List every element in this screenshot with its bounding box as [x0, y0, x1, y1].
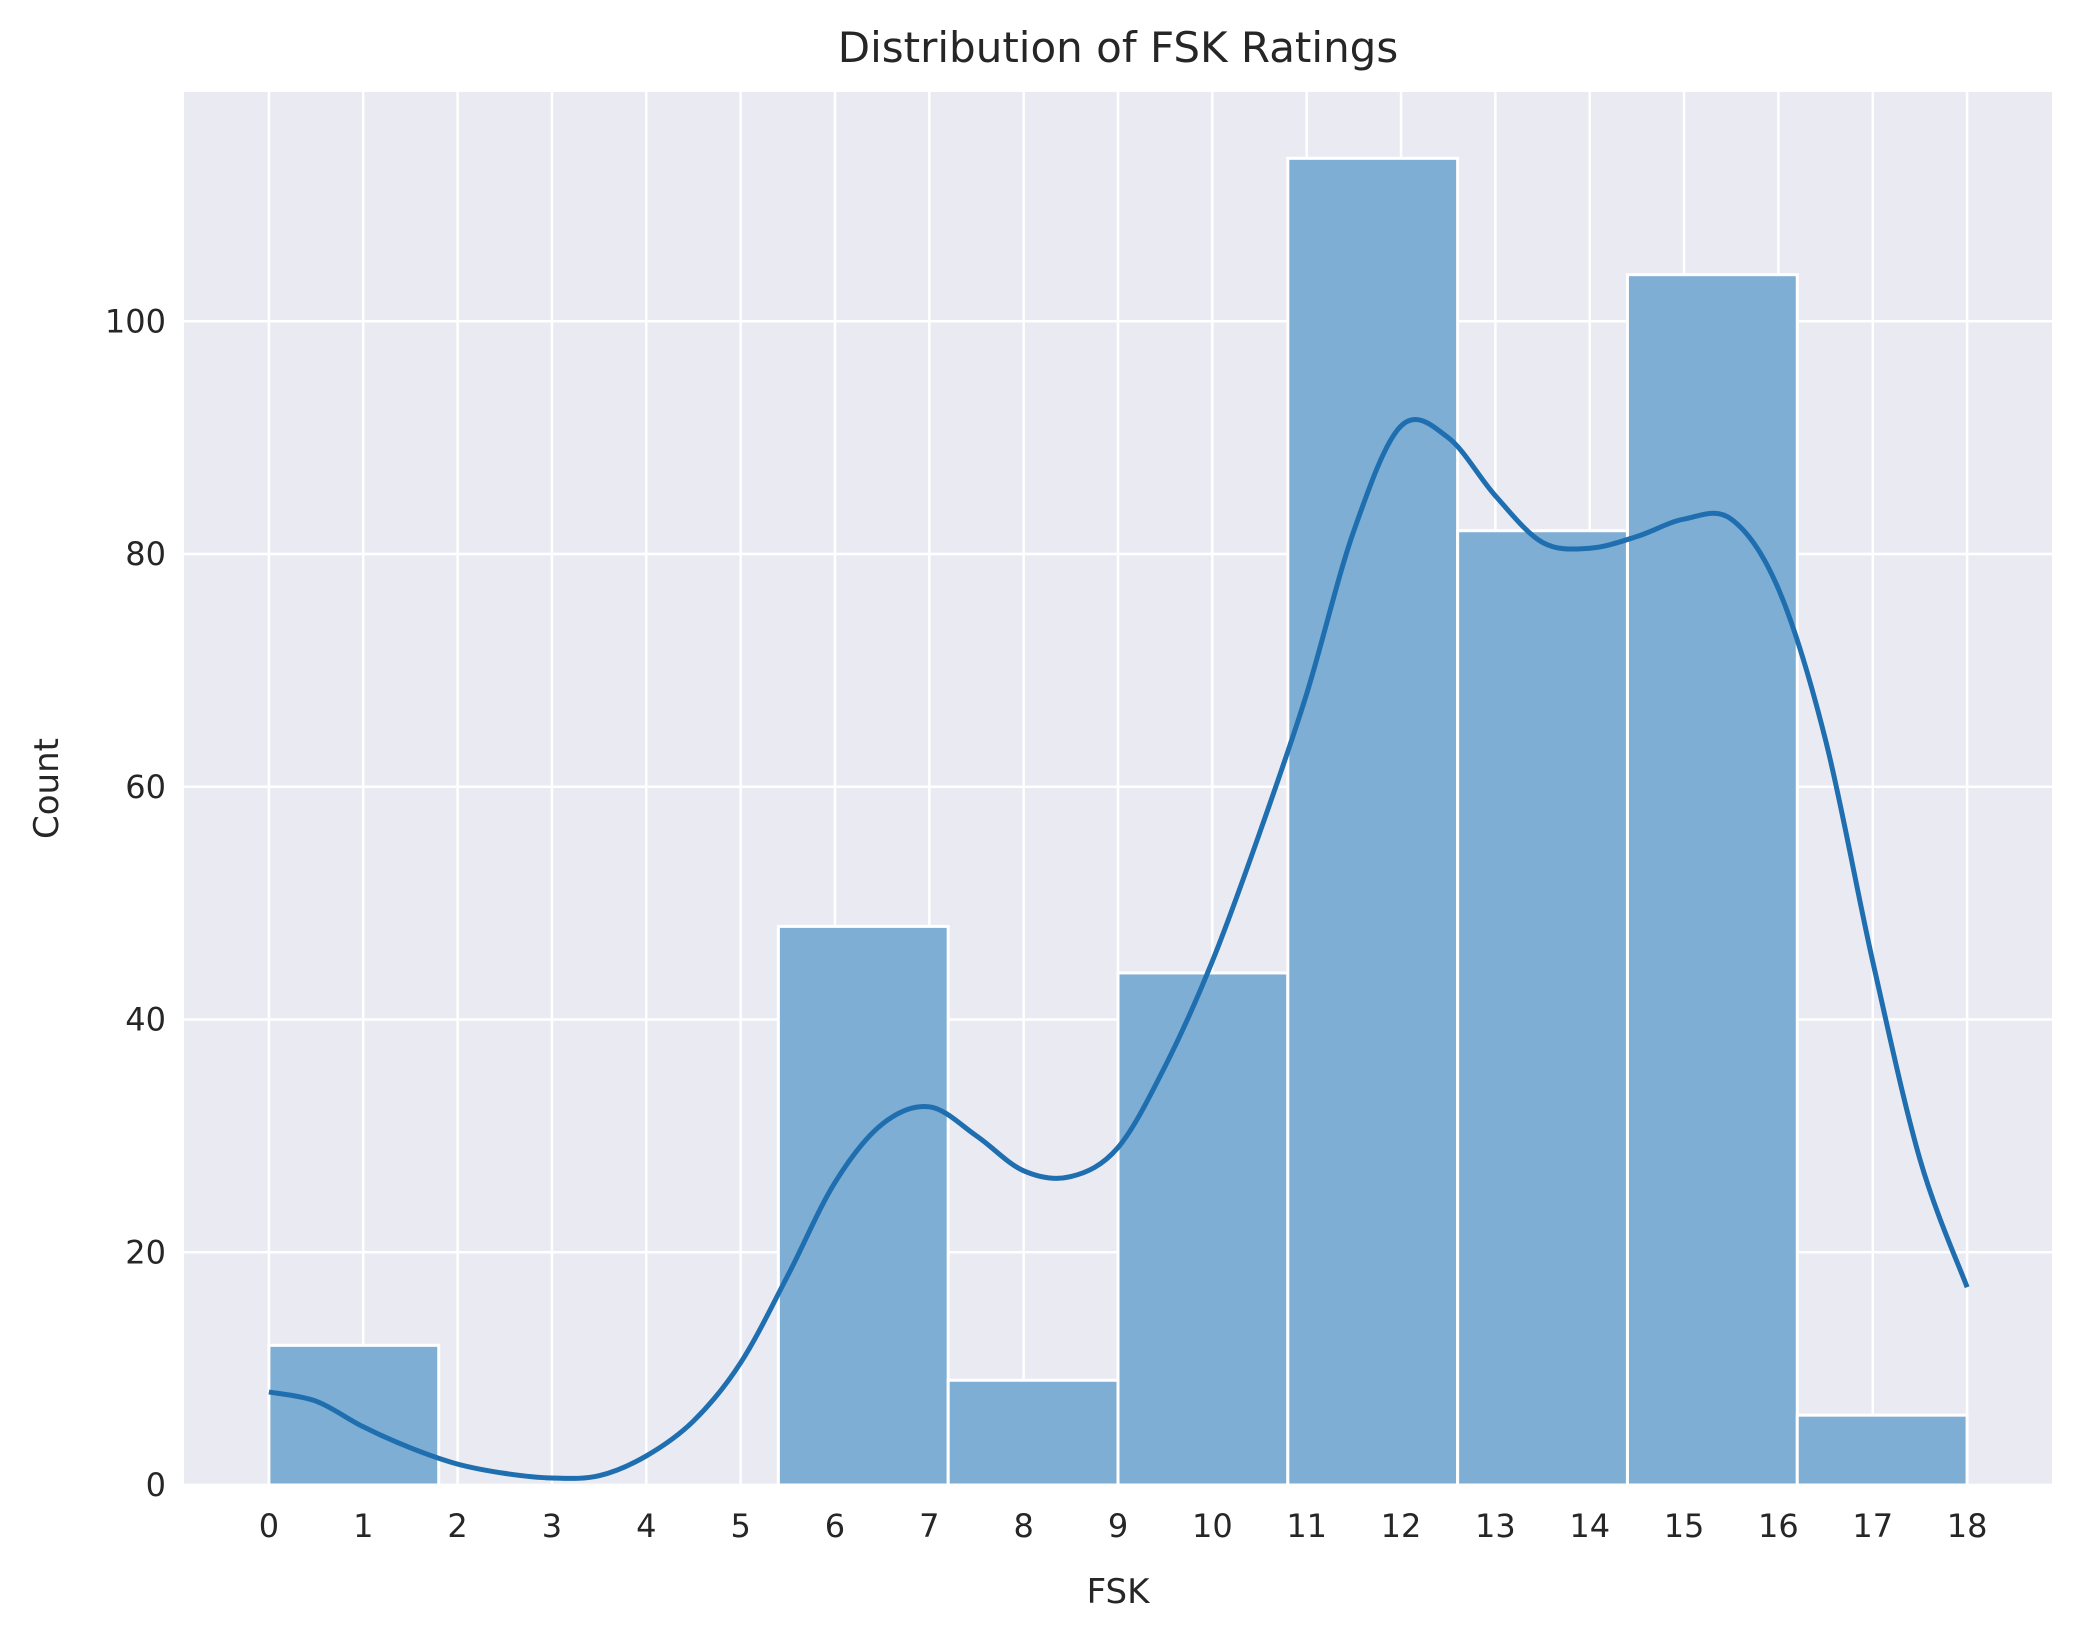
x-tick-label: 4 — [636, 1507, 656, 1545]
y-tick-label: 60 — [125, 768, 166, 806]
x-tick-label: 5 — [730, 1507, 750, 1545]
histogram-bar — [267, 1343, 441, 1487]
x-tick-label: 3 — [542, 1507, 562, 1545]
x-tick-label: 7 — [919, 1507, 939, 1545]
y-axis-ticks: 0 20 40 60 80 100 — [105, 302, 166, 1504]
x-tick-label: 16 — [1758, 1507, 1799, 1545]
x-axis-label: FSK — [1087, 1572, 1152, 1612]
x-tick-label: 18 — [1947, 1507, 1988, 1545]
x-tick-label: 9 — [1108, 1507, 1128, 1545]
x-tick-label: 6 — [825, 1507, 845, 1545]
x-axis-ticks: 0 1 2 3 4 5 6 7 8 9 10 11 12 13 14 15 16 17 18 — [259, 1507, 1988, 1545]
x-tick-label: 1 — [353, 1507, 373, 1545]
kde-curve — [268, 417, 1970, 1481]
x-tick-label: 10 — [1192, 1507, 1233, 1545]
histogram-bar — [1286, 156, 1460, 1487]
histogram-bar — [946, 1378, 1120, 1487]
y-tick-label: 100 — [105, 302, 166, 340]
y-axis-label: Count — [27, 738, 67, 839]
histogram-bar — [776, 924, 950, 1487]
x-tick-label: 8 — [1013, 1507, 1033, 1545]
histogram-bar — [1456, 529, 1629, 1487]
histogram-bar — [1625, 273, 1799, 1487]
x-tick-label: 0 — [259, 1507, 279, 1545]
y-tick-label: 0 — [146, 1466, 166, 1504]
x-tick-label: 2 — [447, 1507, 467, 1545]
y-tick-label: 80 — [125, 535, 166, 573]
x-tick-label: 13 — [1475, 1507, 1516, 1545]
y-tick-label: 20 — [125, 1233, 166, 1271]
histogram-bar — [1116, 971, 1290, 1487]
x-tick-label: 17 — [1852, 1507, 1893, 1545]
x-tick-label: 11 — [1286, 1507, 1327, 1545]
histogram-bars — [267, 156, 1969, 1487]
y-tick-label: 40 — [125, 1001, 166, 1039]
x-tick-label: 12 — [1381, 1507, 1422, 1545]
chart-title: Distribution of FSK Ratings — [838, 23, 1398, 72]
x-tick-label: 15 — [1664, 1507, 1705, 1545]
histogram-bar — [1795, 1413, 1969, 1487]
x-tick-label: 14 — [1569, 1507, 1610, 1545]
